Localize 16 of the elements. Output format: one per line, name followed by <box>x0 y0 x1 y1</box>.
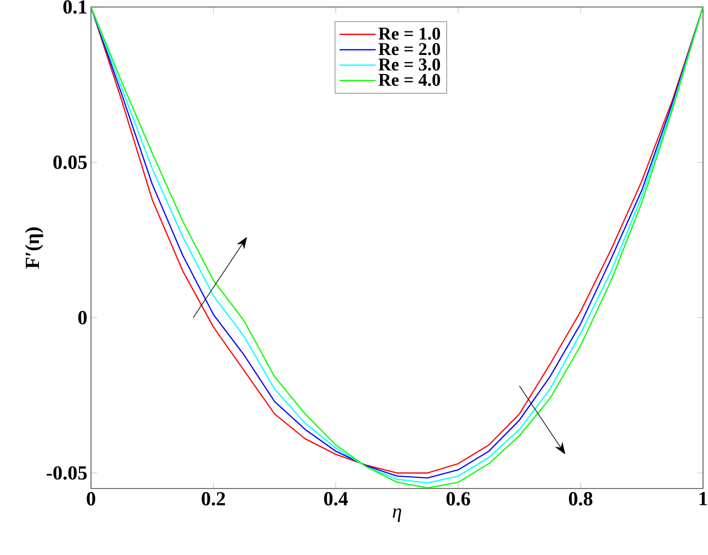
y-tick-label: -0.05 <box>46 466 87 480</box>
x-tick-label: 0.8 <box>568 492 592 506</box>
legend-label: Re = 3.0 <box>378 58 440 71</box>
y-tick-label: 0 <box>78 310 87 324</box>
legend-label: Re = 4.0 <box>378 74 440 86</box>
legend-label: Re = 2.0 <box>378 43 440 56</box>
x-tick-label: 0.2 <box>202 492 225 506</box>
legend-label: Re = 1.0 <box>378 28 440 40</box>
x-tick-label: 0 <box>86 492 96 506</box>
x-tick-label: 0.6 <box>446 492 470 506</box>
x-tick-label: 1 <box>700 492 707 506</box>
x-tick-label: 0.4 <box>324 492 348 506</box>
y-tick-label: 0.1 <box>63 0 86 14</box>
y-axis-title: F′(η) <box>25 227 44 269</box>
x-axis-title: η <box>392 508 402 522</box>
y-tick-label: 0.05 <box>53 156 87 170</box>
